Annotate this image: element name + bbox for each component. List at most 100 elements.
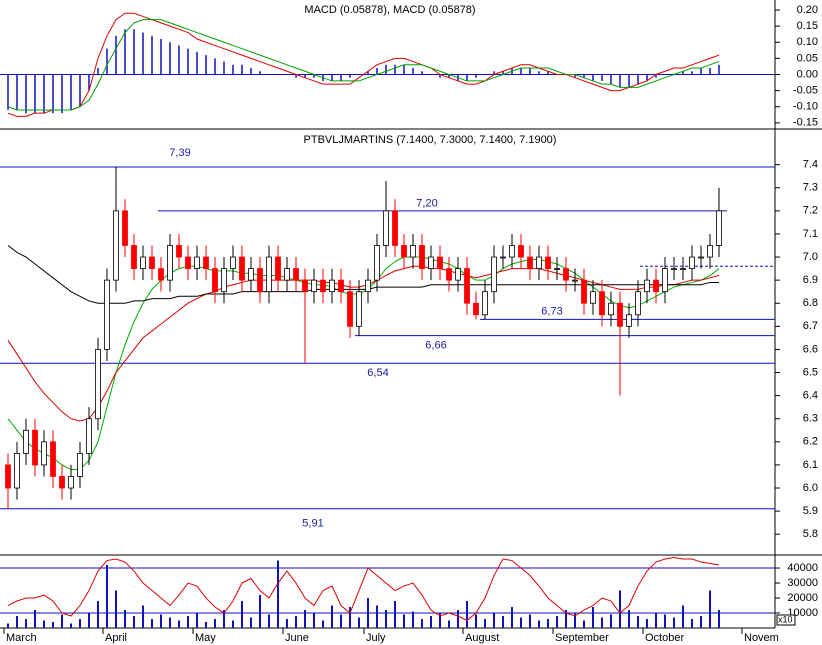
histogram-bar [592, 74, 594, 81]
volume-bar [691, 619, 693, 628]
candle-body [608, 302, 614, 316]
histogram-bar [97, 68, 99, 75]
y-tick-label: 6.0 [803, 482, 818, 494]
candle-body [509, 245, 515, 258]
candle-body [266, 256, 272, 293]
histogram-bar [79, 74, 81, 107]
candle-body [662, 268, 668, 293]
candle-body [383, 210, 389, 246]
volume-bar [178, 620, 180, 628]
volume-bar [88, 613, 90, 628]
volume-bar [601, 617, 603, 628]
y-tick-label: 7.3 [803, 182, 818, 194]
candle-body [212, 268, 218, 293]
histogram-bar [178, 45, 180, 75]
candle-body [320, 279, 326, 293]
y-tick-label: 6.7 [803, 320, 818, 332]
volume-bar [241, 601, 243, 628]
histogram-bar [439, 74, 441, 78]
line [7, 19, 720, 111]
histogram-bar [7, 74, 9, 110]
volume-bar [43, 620, 45, 628]
histogram-bar [619, 74, 621, 88]
candle-body [653, 279, 659, 293]
volume-bar [223, 610, 225, 628]
histogram-bar [610, 74, 612, 85]
candle-body [644, 279, 650, 293]
histogram-bar [475, 74, 477, 78]
volume-bar [52, 622, 54, 628]
y-tick-label: 20000 [787, 592, 818, 604]
y-tick-label: 7.2 [803, 205, 818, 217]
x-tick-label: April [105, 632, 127, 644]
candle-body [437, 256, 443, 269]
histogram-bar [682, 71, 684, 75]
y-tick-label: 0.05 [797, 52, 818, 64]
candle-body [455, 268, 461, 281]
volume-bar [484, 619, 486, 628]
volume-bar [106, 565, 108, 628]
candle-body [518, 245, 524, 258]
histogram-bar [349, 74, 351, 78]
histogram-bar [412, 68, 414, 75]
histogram-bar [106, 48, 108, 75]
candle-body [194, 256, 200, 269]
volume-bar [349, 607, 351, 628]
volume-bar [448, 620, 450, 628]
x-tick-label: June [285, 632, 309, 644]
histogram-bar [628, 74, 630, 88]
y-tick-label: 6.3 [803, 413, 818, 425]
volume-bar [394, 601, 396, 628]
histogram-bar [313, 74, 315, 78]
x-tick-label: Novem [744, 632, 779, 644]
y-tick-label: 30000 [787, 577, 818, 589]
volume-bar [142, 605, 144, 628]
histogram-bar [637, 74, 639, 85]
volume-bar [277, 560, 279, 628]
volume-bar [16, 616, 18, 628]
histogram-bar [52, 74, 54, 114]
line [7, 245, 719, 304]
x-tick-label: October [645, 632, 684, 644]
volume-bar [457, 610, 459, 628]
volume-bar [61, 614, 63, 628]
histogram-bar [646, 74, 648, 81]
histogram-bar [583, 74, 585, 78]
candle-body [563, 268, 569, 281]
histogram-bar [385, 64, 387, 75]
candle-body [86, 418, 92, 454]
volume-bar [430, 616, 432, 628]
candle-body [95, 349, 101, 420]
histogram-bar [124, 29, 126, 75]
volume-bar [376, 605, 378, 628]
histogram-bar [421, 71, 423, 75]
volume-bar [196, 613, 198, 628]
y-tick-label: -0.15 [793, 117, 818, 129]
x-tick-label: September [555, 632, 609, 644]
volume-bar [25, 619, 27, 628]
volume-bar [583, 620, 585, 628]
candle-body [482, 291, 488, 316]
volume-bar [133, 616, 135, 628]
histogram-bar [70, 74, 72, 110]
volume-bar [412, 611, 414, 628]
y-tick-label: 7.4 [803, 159, 818, 171]
candle-body [59, 476, 65, 489]
histogram-bar [169, 42, 171, 75]
candle-body [689, 256, 695, 269]
volume-bar [709, 590, 711, 628]
histogram-bar [691, 71, 693, 75]
candle-body [392, 210, 398, 246]
candle-body [356, 291, 362, 327]
y-tick-label: 5.8 [803, 528, 818, 540]
price-title: PTBVLJMARTINS (7.1400, 7.3000, 7.1400, 7… [304, 134, 557, 146]
volume-bar [628, 610, 630, 628]
volume-bar [403, 614, 405, 628]
histogram-bar [502, 71, 504, 75]
candle-body [626, 314, 632, 327]
histogram-bar [493, 71, 495, 75]
candle-body [419, 245, 425, 269]
volume-bar [673, 617, 675, 628]
level-label: 7,20 [416, 198, 437, 210]
